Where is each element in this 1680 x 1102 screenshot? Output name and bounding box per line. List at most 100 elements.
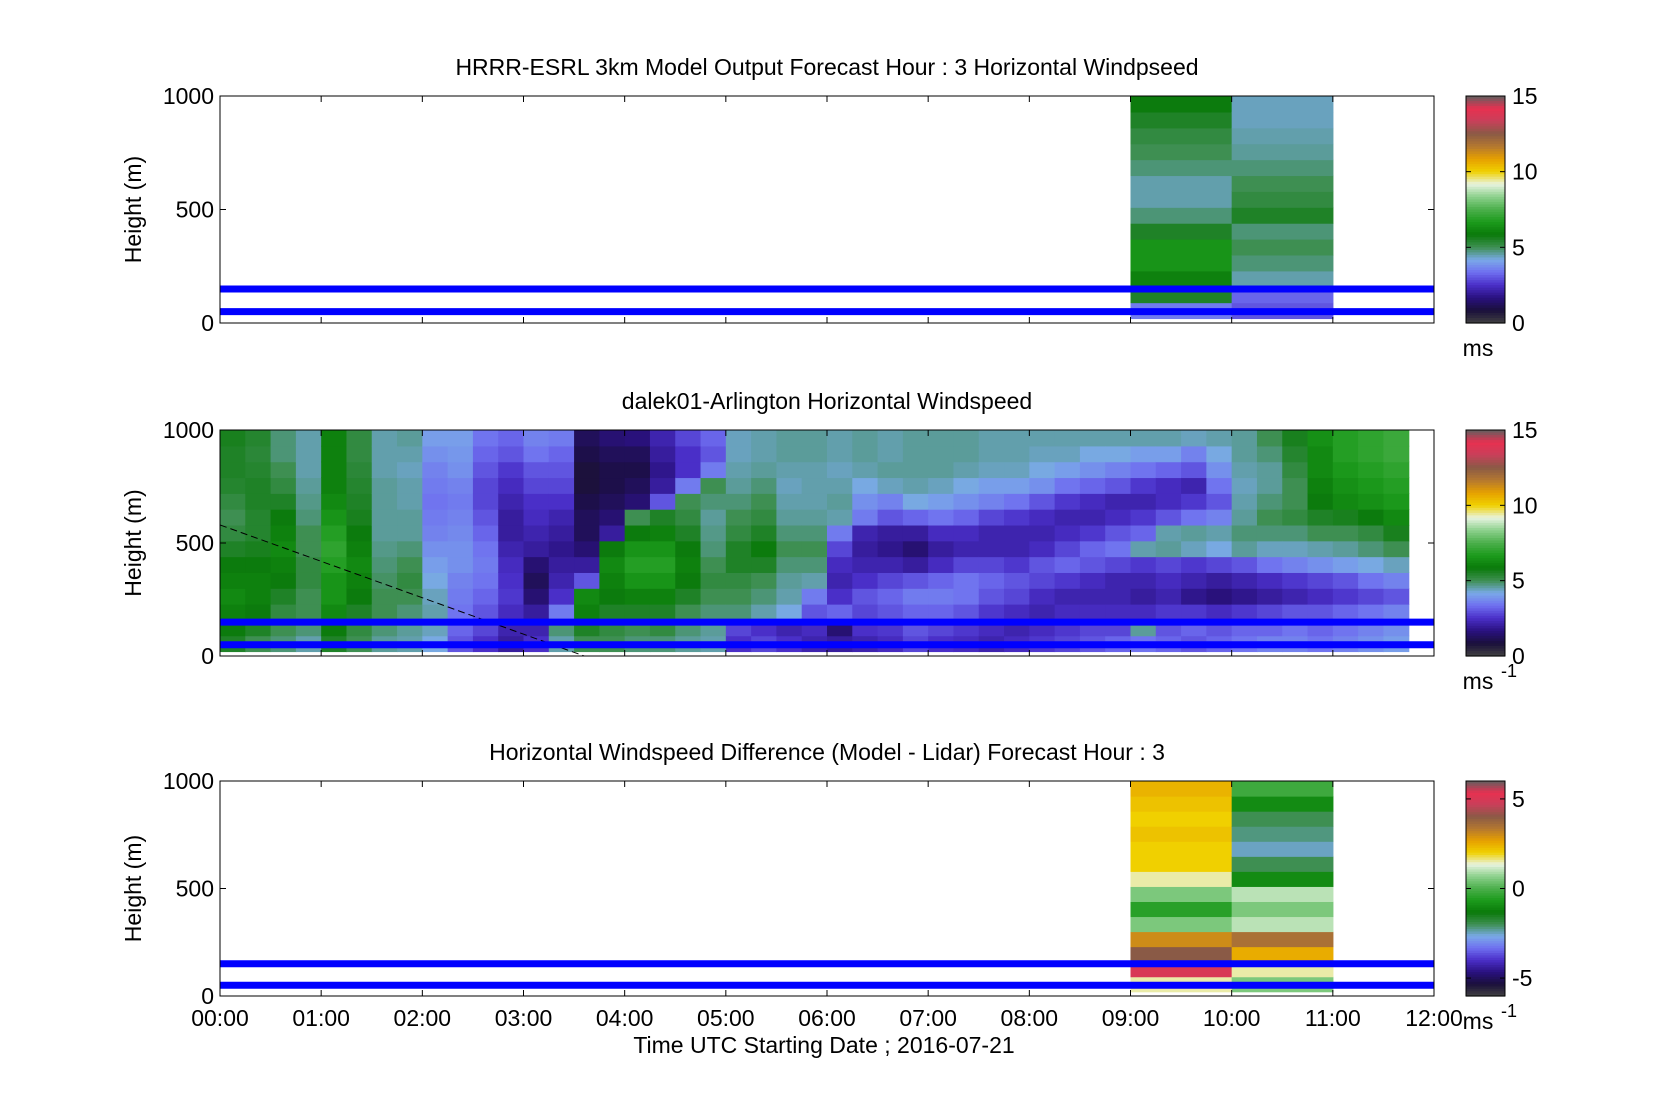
colorbar-segment xyxy=(1466,452,1505,456)
colorbar-tick-label: 15 xyxy=(1512,83,1538,109)
colorbar-segment xyxy=(1466,905,1505,909)
heatmap-cell xyxy=(523,477,550,494)
colorbar-tick-label: 0 xyxy=(1512,876,1525,902)
heatmap-cell xyxy=(953,540,980,558)
heatmap-cell xyxy=(928,540,955,558)
colorbar-segment xyxy=(1466,219,1505,223)
heatmap-cell xyxy=(1358,509,1385,526)
heatmap-cell xyxy=(245,524,272,542)
heatmap-cell xyxy=(1332,493,1359,510)
colorbar-segment xyxy=(1466,532,1505,537)
heatmap-cell xyxy=(574,540,600,558)
heatmap-cell xyxy=(700,524,727,542)
heatmap-cell xyxy=(447,430,474,447)
heatmap-cell xyxy=(928,588,955,605)
heatmap-cell xyxy=(852,493,879,510)
heatmap-cell xyxy=(371,604,398,621)
heatmap-cell xyxy=(422,540,449,558)
heatmap-cell xyxy=(1231,856,1334,872)
heatmap-cell xyxy=(599,604,626,621)
heatmap-cell xyxy=(1332,477,1359,494)
heatmap-cell xyxy=(751,445,778,463)
colorbar-segment xyxy=(1466,783,1505,787)
heatmap-cell xyxy=(827,461,853,479)
heatmap-cell xyxy=(1130,159,1233,177)
heatmap-cell xyxy=(1155,461,1182,479)
heatmap-cell xyxy=(346,556,373,573)
colorbar-segment xyxy=(1466,802,1505,806)
heatmap-cell xyxy=(1231,556,1258,573)
heatmap-cell xyxy=(245,477,272,494)
heatmap-cell xyxy=(675,509,702,526)
heatmap-cell xyxy=(295,556,322,573)
heatmap-cell xyxy=(700,445,727,463)
heatmap-cell xyxy=(852,524,879,542)
heatmap-cell xyxy=(978,461,1005,479)
heatmap-cell xyxy=(1358,556,1385,573)
heatmap-cell xyxy=(624,509,651,526)
heatmap-cell xyxy=(675,588,702,605)
heatmap-cell xyxy=(1256,461,1283,479)
heatmap-cell xyxy=(371,524,398,542)
colorbar-segment xyxy=(1466,979,1505,983)
heatmap-cell xyxy=(447,493,474,510)
colorbar-segment xyxy=(1466,277,1505,281)
heatmap-cell xyxy=(295,588,322,605)
heatmap-cell xyxy=(877,509,904,526)
colorbar-tick-label: 0 xyxy=(1512,643,1525,669)
heatmap-cell xyxy=(1231,572,1258,589)
colorbar-segment xyxy=(1466,955,1505,959)
colorbar-segment xyxy=(1466,871,1505,875)
colorbar-segment xyxy=(1466,113,1505,117)
heatmap-cell xyxy=(751,588,778,605)
heatmap-cell xyxy=(523,461,550,479)
y-axis-label: Height (m) xyxy=(120,489,146,596)
colorbar-segment xyxy=(1466,131,1505,135)
heatmap-cell xyxy=(700,572,727,589)
colorbar-segment xyxy=(1466,809,1505,813)
colorbar-segment xyxy=(1466,103,1505,107)
heatmap-cell xyxy=(1231,916,1334,933)
colorbar-segment xyxy=(1466,580,1505,584)
colorbar-segment xyxy=(1466,460,1505,464)
heatmap-cell xyxy=(649,445,676,463)
colorbar-segment xyxy=(1466,467,1505,471)
heatmap-cell xyxy=(447,604,474,621)
heatmap-cell xyxy=(1130,461,1157,479)
colorbar-segment xyxy=(1466,945,1505,949)
heatmap-cell xyxy=(978,588,1005,605)
heatmap-cell xyxy=(523,540,550,558)
heatmap-cell xyxy=(599,477,626,494)
heatmap-cell xyxy=(978,572,1005,589)
heatmap-cell xyxy=(1130,239,1233,256)
heatmap-cell xyxy=(877,461,904,479)
heatmap-cell xyxy=(978,445,1005,463)
colorbar-segment xyxy=(1466,485,1505,489)
windspeed-difference-panel: Horizontal Windspeed Difference (Model -… xyxy=(120,739,1532,1034)
heatmap-cell xyxy=(599,493,626,510)
heatmap-cell xyxy=(877,604,904,621)
colorbar-segment xyxy=(1466,603,1505,607)
heatmap-cell xyxy=(1206,604,1233,621)
heatmap-cell xyxy=(1332,540,1359,558)
colorbar-segment xyxy=(1466,252,1505,256)
heatmap-cell xyxy=(1105,430,1132,447)
colorbar-segment xyxy=(1466,280,1505,284)
heatmap-cell xyxy=(1307,604,1334,621)
heatmap-cell xyxy=(599,588,626,605)
heatmap-cell xyxy=(1383,540,1410,558)
heatmap-cell xyxy=(978,509,1005,526)
colorbar-segment xyxy=(1466,320,1505,324)
colorbar-segment xyxy=(1466,189,1505,193)
heatmap-cell xyxy=(422,588,449,605)
heatmap-cell xyxy=(599,524,626,542)
heatmap-cell xyxy=(751,430,778,447)
colorbar-segment xyxy=(1466,924,1505,928)
heatmap-cell xyxy=(1181,524,1207,542)
heatmap-cell xyxy=(220,572,246,589)
colorbar-segment xyxy=(1466,317,1505,322)
x-tick-label: 11:00 xyxy=(1305,1005,1361,1031)
heatmap-cell xyxy=(270,540,297,558)
heatmap-cell xyxy=(599,461,626,479)
colorbar-segment xyxy=(1466,568,1505,572)
